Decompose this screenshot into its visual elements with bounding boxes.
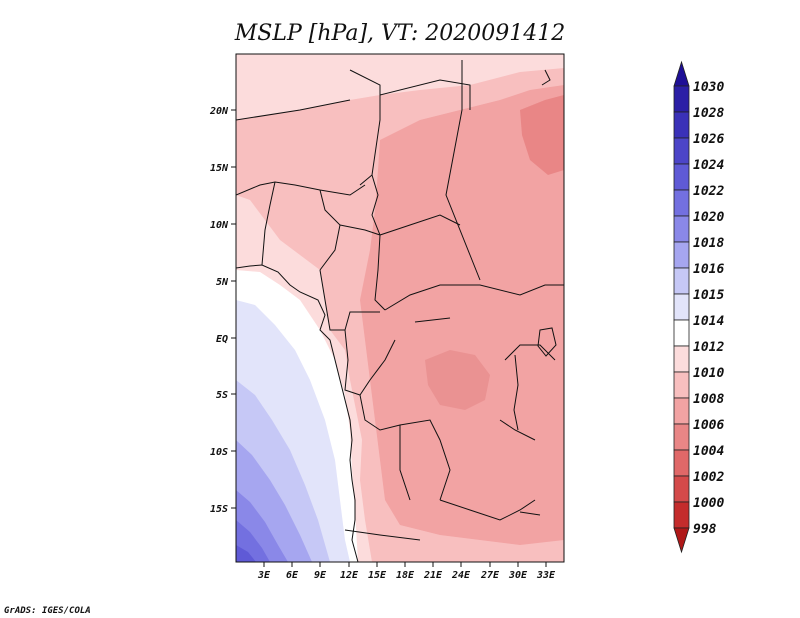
lon-tick-label: 33E xyxy=(536,570,556,581)
colorbar-level-label: 1024 xyxy=(693,158,724,173)
lat-tick-label: 20N xyxy=(209,106,229,117)
colorbar-segment xyxy=(673,241,690,269)
field-1008 xyxy=(360,85,564,545)
colorbar-segment xyxy=(673,319,690,347)
lat-tick-label: 5N xyxy=(216,277,229,288)
colorbar-legend: 1030 1028 1026 1024 1022 1020 1018 1016 1015 1014… xyxy=(673,60,724,554)
lon-tick-label: 3E xyxy=(257,570,271,581)
lon-tick-label: 9E xyxy=(314,570,327,581)
colorbar-bottom-arrow xyxy=(673,527,690,554)
lon-tick-label: 30E xyxy=(508,570,528,581)
colorbar-level-label: 1012 xyxy=(693,340,724,355)
field-1006-congo xyxy=(425,350,490,410)
colorbar-segment xyxy=(673,189,690,217)
colorbar-level-label: 1028 xyxy=(693,106,724,121)
longitude-axis: 3E 6E 9E 12E 15E 18E 21E 24E 27E 30E 33E xyxy=(257,562,556,581)
colorbar-level-label: 1022 xyxy=(693,184,724,199)
colorbar-top-arrow xyxy=(673,60,690,87)
colorbar-segment xyxy=(673,423,690,451)
lon-tick-label: 21E xyxy=(423,570,443,581)
colorbar-segment xyxy=(673,501,690,529)
lat-tick-label: 10N xyxy=(210,220,229,231)
field-1024 xyxy=(236,545,256,562)
colorbar-segment xyxy=(673,163,690,191)
colorbar-segment xyxy=(673,111,690,139)
field-1006-ne xyxy=(520,95,564,175)
latitude-axis: 20N 15N 10N 5N EQ 5S 10S 15S xyxy=(209,106,236,515)
colorbar-level-label: 1002 xyxy=(693,470,724,485)
chart-title: MSLP [hPa], VT: 2020091412 xyxy=(234,21,565,46)
country-borders xyxy=(236,60,564,541)
colorbar-segment xyxy=(673,475,690,503)
colorbar-level-label: 1004 xyxy=(693,444,724,459)
lon-tick-label: 18E xyxy=(396,570,415,581)
lat-tick-label: 5S xyxy=(216,390,228,401)
lon-tick-label: 15E xyxy=(368,570,387,581)
lat-tick-label: 15N xyxy=(210,163,229,174)
colorbar-segment xyxy=(673,449,690,477)
lat-tick-label: EQ xyxy=(216,334,228,345)
lon-tick-label: 24E xyxy=(451,570,471,581)
colorbar-level-label: 1016 xyxy=(693,262,724,277)
colorbar-level-label: 1006 xyxy=(693,418,724,433)
colorbar-level-label: 1020 xyxy=(693,210,724,225)
colorbar-level-label: 1008 xyxy=(693,392,724,407)
colorbar-segment xyxy=(673,85,690,113)
lon-tick-label: 27E xyxy=(480,570,500,581)
colorbar-level-label: 1014 xyxy=(693,314,724,329)
lon-tick-label: 6E xyxy=(286,570,299,581)
lat-tick-label: 15S xyxy=(210,504,228,515)
coastline xyxy=(236,264,359,562)
colorbar-segment xyxy=(673,345,690,373)
colorbar-segment xyxy=(673,215,690,243)
map-panel: 20N 15N 10N 5N EQ 5S 10S 15S 3E 6E 9E 12E 15E 18E 21E… xyxy=(209,53,565,581)
map-frame xyxy=(235,53,565,563)
pressure-field xyxy=(236,54,564,562)
lakes xyxy=(414,69,557,516)
grads-credit: GrADS: IGES/COLA xyxy=(4,606,91,616)
colorbar-segment xyxy=(673,267,690,295)
colorbar-level-label: 1010 xyxy=(693,366,724,381)
colorbar-segment xyxy=(673,137,690,165)
colorbar-segment xyxy=(673,293,690,321)
colorbar-segment xyxy=(673,397,690,425)
lon-tick-label: 12E xyxy=(340,570,359,581)
colorbar-segment xyxy=(673,371,690,399)
colorbar-level-label: 1030 xyxy=(693,80,724,95)
colorbar-level-label: 1026 xyxy=(693,132,724,147)
colorbar-level-label: 1018 xyxy=(693,236,724,251)
colorbar-level-label: 1000 xyxy=(693,496,724,511)
colorbar-level-label: 998 xyxy=(693,522,717,537)
colorbar-level-label: 1015 xyxy=(693,288,724,303)
lat-tick-label: 10S xyxy=(210,447,228,458)
